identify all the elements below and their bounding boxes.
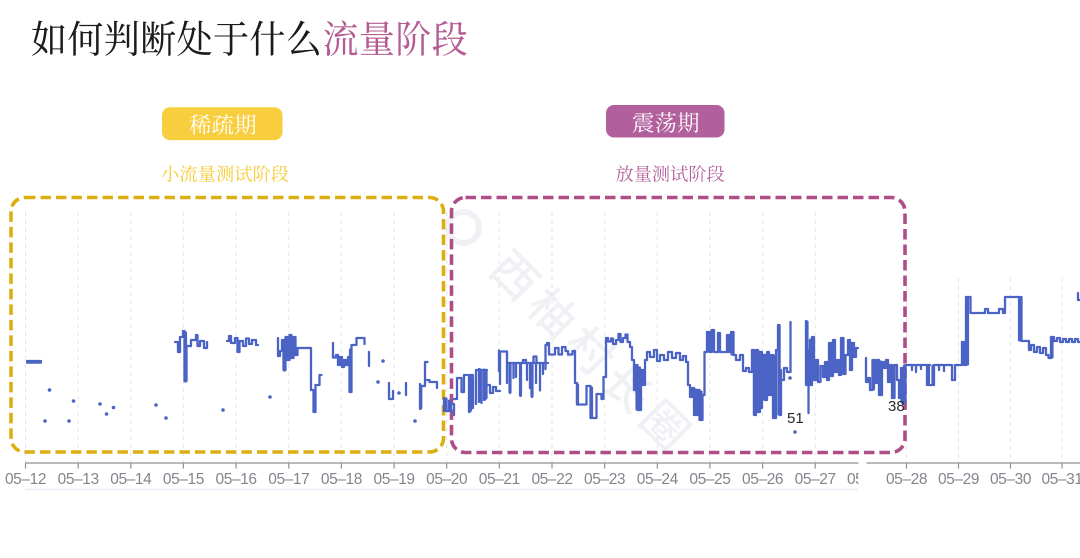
svg-text:05–13: 05–13 <box>58 471 99 488</box>
svg-text:05–26: 05–26 <box>742 471 783 488</box>
svg-text:05–18: 05–18 <box>321 471 362 488</box>
svg-text:51: 51 <box>787 410 804 427</box>
svg-text:05–27: 05–27 <box>795 471 836 488</box>
svg-text:05–29: 05–29 <box>938 471 979 488</box>
svg-text:05–19: 05–19 <box>374 471 415 488</box>
svg-text:05–12: 05–12 <box>5 471 46 488</box>
svg-text:05–31: 05–31 <box>1041 471 1080 488</box>
svg-text:05–21: 05–21 <box>479 471 520 488</box>
svg-text:05–20: 05–20 <box>426 471 468 488</box>
svg-text:05–25: 05–25 <box>689 471 730 488</box>
svg-text:05–28: 05–28 <box>886 471 927 488</box>
svg-text:05–24: 05–24 <box>637 471 679 488</box>
svg-text:05–17: 05–17 <box>268 471 309 488</box>
svg-text:38: 38 <box>888 398 905 415</box>
svg-text:05–15: 05–15 <box>163 471 204 488</box>
svg-text:05–16: 05–16 <box>216 471 257 488</box>
svg-text:05–28: 05–28 <box>847 471 888 488</box>
svg-text:05–14: 05–14 <box>110 471 152 488</box>
svg-text:05–22: 05–22 <box>531 471 572 488</box>
svg-text:05–23: 05–23 <box>584 471 625 488</box>
svg-text:05–30: 05–30 <box>990 471 1032 488</box>
